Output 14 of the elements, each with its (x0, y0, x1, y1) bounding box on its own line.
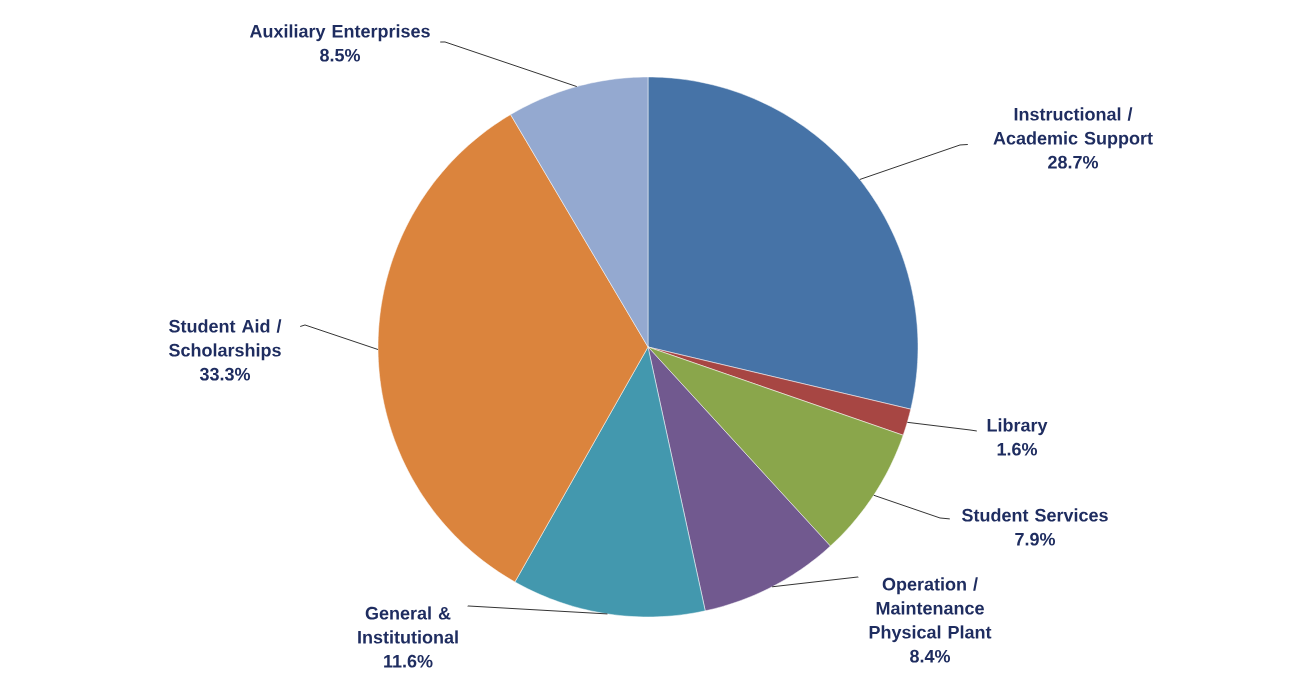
data-label: 8.4% (910, 649, 951, 663)
slice-label: Student Aid / Scholarships (169, 319, 282, 361)
slice-label: Auxiliary Enterprises (249, 24, 430, 42)
slice-label: Instructional / Academic Support (993, 107, 1153, 149)
slice-label: General & Institutional (358, 606, 458, 644)
slice-label: Student Services (961, 508, 1108, 522)
data-label: 11.6% (384, 654, 433, 668)
data-label: 33.3% (199, 367, 251, 381)
data-label: 8.5% (320, 48, 361, 62)
slice-label: Operation / Maintenance Physical Plant (869, 577, 992, 643)
data-label: 1.6% (997, 442, 1038, 456)
slice-label: Library (987, 418, 1048, 436)
data-label: 7.9% (1015, 532, 1056, 546)
data-label: 28.7% (1048, 155, 1099, 169)
